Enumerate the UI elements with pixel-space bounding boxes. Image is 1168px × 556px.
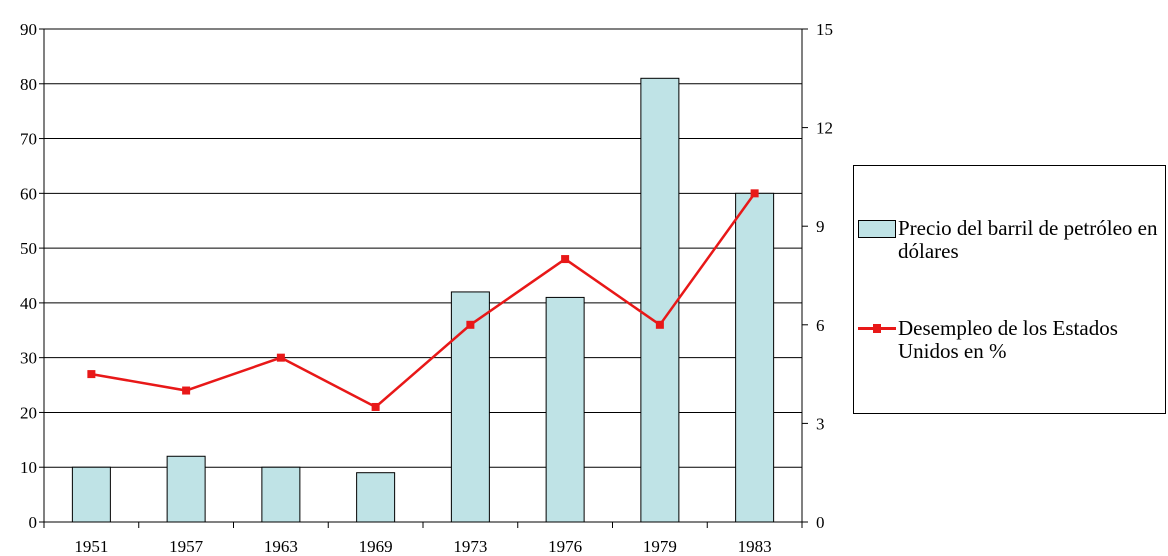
line-marker xyxy=(182,386,191,395)
x-tick-label: 1973 xyxy=(453,537,487,556)
y-left-tick-label: 70 xyxy=(20,130,37,149)
tick-labels: 0 10 20 30 40 50 60 70 80 90 0 3 6 9 12 15 1951 1957 1963 1… xyxy=(20,20,833,556)
y-left-tick-label: 50 xyxy=(20,239,37,258)
line-marker xyxy=(655,320,664,329)
y-right-tick-label: 6 xyxy=(816,316,825,335)
legend-line-swatch xyxy=(858,317,896,341)
bar xyxy=(166,455,206,523)
line-series xyxy=(87,189,759,411)
legend-item-bar: Precio del barril de petróleo en dólares xyxy=(854,217,1158,263)
line-marker xyxy=(371,402,380,411)
legend-label-line: Desempleo de los Estados Unidos en % xyxy=(898,316,1118,363)
bar xyxy=(71,466,111,523)
bar xyxy=(450,291,490,523)
y-left-tick-label: 20 xyxy=(20,403,37,422)
y-right-tick-label: 9 xyxy=(816,217,825,236)
legend-item-line: Desempleo de los Estados Unidos en % xyxy=(854,317,1158,363)
line-marker xyxy=(276,353,285,362)
line-marker xyxy=(750,189,759,198)
y-left-tick-label: 90 xyxy=(20,20,37,39)
x-tick-label: 1969 xyxy=(359,537,393,556)
y-left-tick-label: 10 xyxy=(20,458,37,477)
unemployment-line xyxy=(91,192,756,409)
x-tick-label: 1976 xyxy=(548,537,582,556)
line-marker xyxy=(561,255,570,264)
y-right-tick-label: 0 xyxy=(816,513,825,532)
legend: Precio del barril de petróleo en dólares… xyxy=(853,165,1166,414)
y-right-tick-label: 12 xyxy=(816,119,833,138)
x-tick-label: 1957 xyxy=(169,537,204,556)
axes xyxy=(39,28,808,528)
line-marker xyxy=(87,370,96,379)
bar xyxy=(261,466,301,523)
bar-series xyxy=(71,77,775,523)
legend-bar-swatch xyxy=(858,220,896,238)
x-tick-label: 1983 xyxy=(738,537,772,556)
gridlines xyxy=(44,28,802,523)
y-left-tick-label: 30 xyxy=(20,349,37,368)
y-left-tick-label: 60 xyxy=(20,184,37,203)
y-right-tick-label: 15 xyxy=(816,20,833,39)
x-tick-label: 1951 xyxy=(74,537,108,556)
legend-label-bar: Precio del barril de petróleo en dólares xyxy=(898,216,1158,263)
bar xyxy=(545,296,585,523)
bar xyxy=(735,192,775,523)
y-right-tick-label: 3 xyxy=(816,414,825,433)
y-left-tick-label: 80 xyxy=(20,75,37,94)
line-marker xyxy=(466,320,475,329)
bar xyxy=(640,77,680,523)
y-left-tick-label: 40 xyxy=(20,294,37,313)
y-left-tick-label: 0 xyxy=(29,513,38,532)
bar xyxy=(356,472,396,523)
x-tick-label: 1963 xyxy=(264,537,298,556)
x-tick-label: 1979 xyxy=(643,537,677,556)
